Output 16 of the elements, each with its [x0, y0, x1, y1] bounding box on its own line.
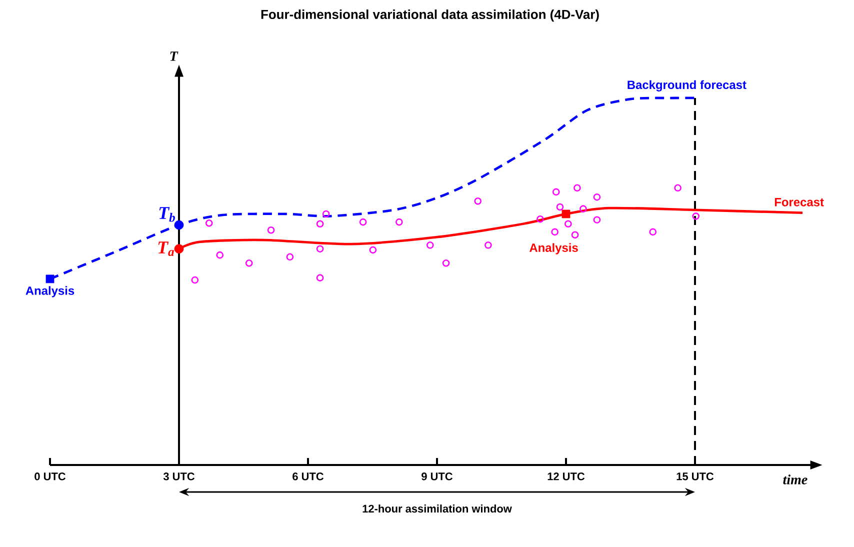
x-tick-label: 9 UTC — [422, 472, 453, 480]
y-axis-title: T — [170, 52, 178, 61]
annotation: T$_{b}$ — [159, 207, 175, 222]
text: 12-hour assimilation window — [362, 504, 512, 513]
x-axis-title: time — [783, 474, 808, 484]
series-label: Forecast — [774, 198, 824, 206]
x-tick-label: 12 UTC — [548, 472, 585, 480]
x-tick-label: 15 UTC — [676, 472, 714, 480]
x-tick-label: 3 UTC — [163, 472, 195, 480]
annotation: Analysis — [530, 243, 578, 254]
annotation: Analysis — [26, 286, 74, 298]
series-label: Background forecast — [628, 80, 746, 92]
x-tick-label: 0 UTC — [34, 472, 66, 480]
chart-title: Four-dimensional variational data assimilation (4D-Var) — [261, 10, 599, 22]
x-tick-label: 6 UTC — [292, 472, 324, 480]
annotation: T$_{a}$ — [158, 242, 174, 256]
